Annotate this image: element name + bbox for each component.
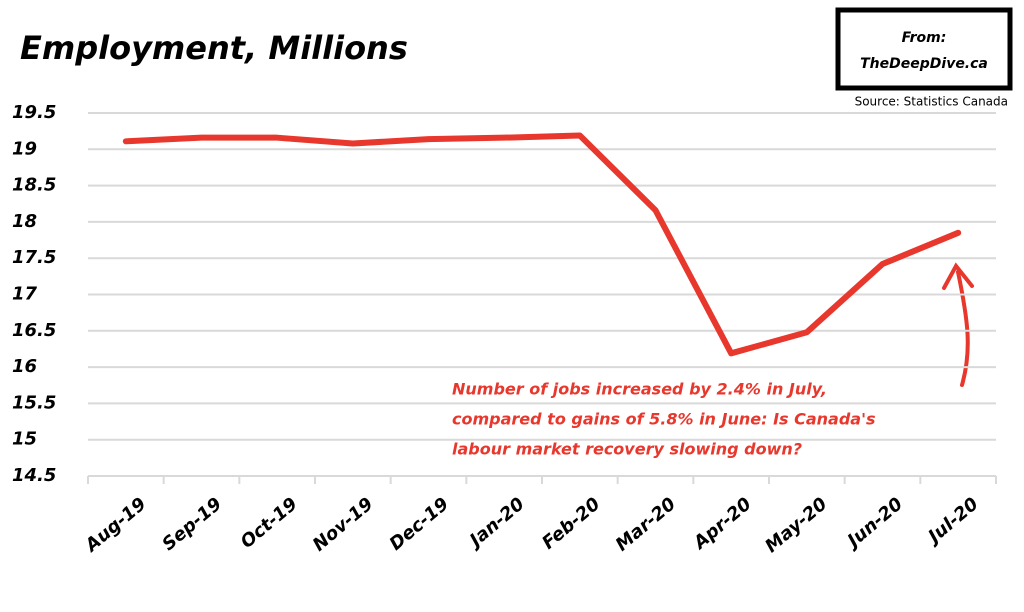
x-tick-label: Mar-20 (612, 494, 680, 556)
x-tick-label: Feb-20 (538, 494, 604, 554)
y-tick-label: 15.5 (12, 392, 56, 413)
annotation: labour market recovery slowing down? (452, 440, 802, 459)
x-tick-label: Sep-19 (158, 494, 226, 555)
x-tick-label: Dec-19 (386, 494, 453, 555)
x-tick-label: Apr-20 (688, 494, 755, 555)
y-tick-label: 15 (12, 429, 37, 450)
y-tick-label: 18 (12, 211, 37, 232)
from-label: From: (902, 30, 947, 46)
x-tick-label: May-20 (761, 494, 831, 558)
x-tick-label: Nov-19 (309, 494, 377, 556)
x-tick-label: Aug-19 (80, 494, 150, 558)
chart-title: Employment, Millions (20, 29, 408, 67)
x-tick-label: Jan-20 (464, 494, 529, 553)
x-tick-label: Oct-19 (237, 494, 302, 553)
source-note: Source: Statistics Canada (855, 95, 1008, 109)
source-box (835, 7, 1013, 91)
y-tick-label: 19.5 (12, 102, 56, 123)
annotation: compared to gains of 5.8% in June: Is Ca… (452, 410, 876, 429)
x-tick-label: Jun-20 (841, 494, 906, 554)
y-tick-label: 17 (12, 284, 38, 305)
annotation: Number of jobs increased by 2.4% in July… (452, 380, 827, 399)
y-tick-label: 17.5 (12, 247, 56, 268)
x-tick-label: Jul-20 (922, 494, 982, 549)
y-tick-label: 16 (12, 356, 37, 377)
annotation-arrow (942, 262, 974, 387)
data-line (122, 132, 962, 357)
y-tick-label: 16.5 (12, 320, 56, 341)
source-site: TheDeepDive.ca (860, 56, 988, 72)
y-tick-label: 18.5 (12, 175, 56, 196)
y-tick-label: 14.5 (12, 465, 56, 486)
y-tick-label: 19 (12, 138, 37, 159)
